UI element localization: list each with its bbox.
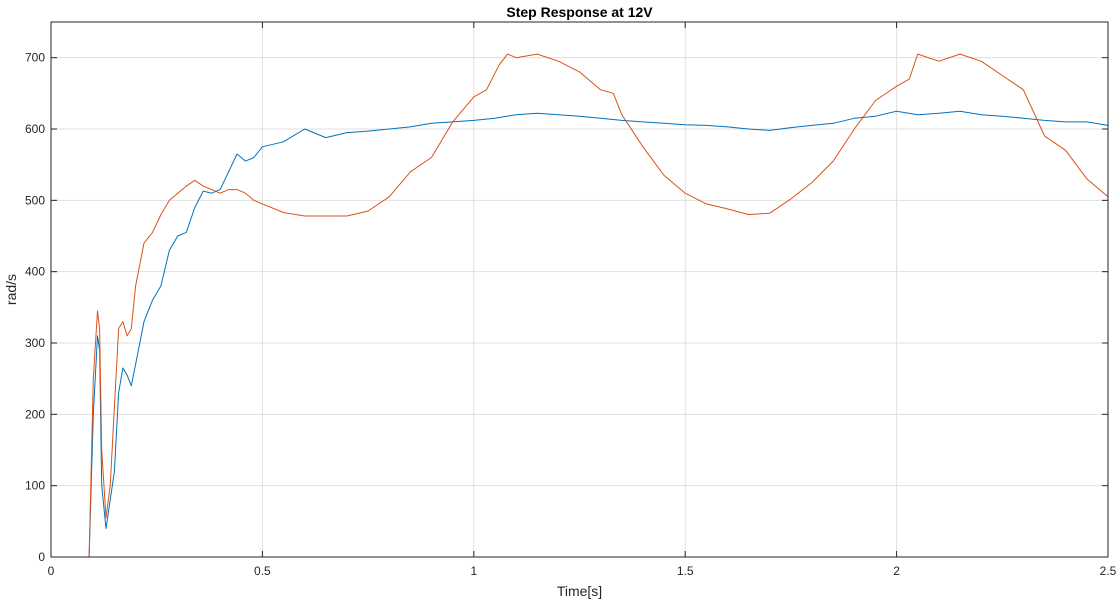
y-tick-label: 0 bbox=[38, 550, 45, 564]
series-group bbox=[88, 53, 1109, 558]
x-tick-label: 0.5 bbox=[254, 564, 271, 578]
y-tick-label: 200 bbox=[25, 407, 45, 421]
y-tick-label: 100 bbox=[25, 479, 45, 493]
plot-background bbox=[51, 22, 1108, 557]
x-tick-label: 1.5 bbox=[677, 564, 694, 578]
y-tick-label: 600 bbox=[25, 122, 45, 136]
chart-title: Step Response at 12V bbox=[506, 4, 653, 20]
plot-frame bbox=[50, 21, 1109, 558]
y-tick-label: 500 bbox=[25, 193, 45, 207]
y-tick-label: 300 bbox=[25, 336, 45, 350]
series-line-2 bbox=[88, 53, 1109, 558]
series-line-1 bbox=[88, 110, 1109, 558]
x-axis-label: Time[s] bbox=[557, 583, 602, 599]
ticks: 0 0.5 1 1.5 2 2.5 0 100 200 300 400 500 600 700 bbox=[25, 22, 1117, 578]
x-tick-label: 1 bbox=[470, 564, 477, 578]
x-tick-label: 2.5 bbox=[1100, 564, 1117, 578]
x-tick-label: 0 bbox=[48, 564, 55, 578]
x-tick-label: 2 bbox=[893, 564, 900, 578]
y-tick-label: 700 bbox=[25, 51, 45, 65]
y-axis-label: rad/s bbox=[3, 274, 19, 305]
y-tick-label: 400 bbox=[25, 265, 45, 279]
